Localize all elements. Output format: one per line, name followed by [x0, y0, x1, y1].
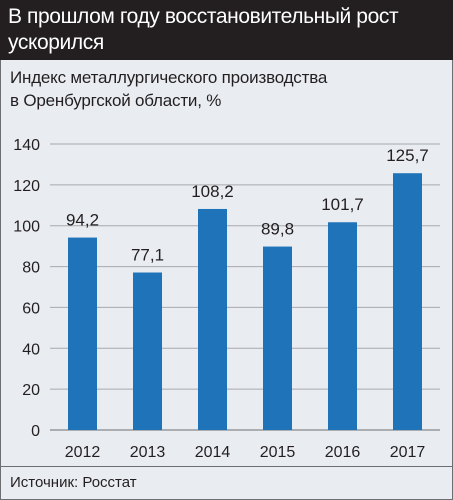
y-tick-label: 60: [22, 300, 40, 317]
bars: [68, 173, 422, 430]
bar-2015: [263, 246, 292, 430]
bar-2017: [393, 173, 422, 430]
data-label-2016: 101,7: [321, 195, 364, 214]
x-tick-label: 2012: [65, 444, 101, 461]
subtitle-line-1: Индекс металлургического производства: [10, 68, 328, 87]
y-axis-ticks: 0 20 40 60 80 100 120 140: [13, 137, 40, 440]
bar-2016: [328, 222, 357, 430]
data-labels: 94,2 77,1 108,2 89,8 101,7 125,7: [66, 146, 429, 264]
x-tick-label: 2014: [195, 444, 231, 461]
y-tick-label: 20: [22, 382, 40, 399]
y-tick-label: 100: [13, 219, 40, 236]
x-tick-label: 2013: [130, 444, 166, 461]
y-tick-label: 40: [22, 341, 40, 358]
source-divider: [0, 466, 453, 467]
data-label-2014: 108,2: [191, 182, 234, 201]
x-tick-label: 2017: [390, 444, 426, 461]
y-tick-label: 120: [13, 178, 40, 195]
bar-2012: [68, 237, 97, 430]
bar-2014: [198, 208, 227, 430]
x-axis-labels: 2012 2013 2014 2015 2016 2017: [65, 444, 426, 461]
x-tick-label: 2015: [260, 444, 296, 461]
y-tick-label: 0: [31, 423, 40, 440]
gridlines: [50, 143, 440, 431]
data-label-2017: 125,7: [386, 146, 429, 165]
data-label-2015: 89,8: [261, 220, 294, 239]
header-bar: В прошлом году восстановительный рост ус…: [0, 0, 453, 60]
bar-2013: [133, 272, 162, 430]
subtitle-line-2: в Оренбургской области, %: [10, 91, 222, 110]
chart-headline: В прошлом году восстановительный рост ус…: [8, 5, 399, 54]
source-note: Источник: Росстат: [10, 474, 137, 491]
chart-subtitle: Индекс металлургического производства в …: [10, 66, 440, 112]
data-label-2012: 94,2: [66, 211, 99, 230]
bar-chart: 0 20 40 60 80 100 120 140 94,2 77,1 108,2 89,8 101,…: [13, 137, 440, 461]
x-tick-label: 2016: [325, 444, 361, 461]
data-label-2013: 77,1: [131, 245, 164, 264]
y-tick-label: 80: [22, 260, 40, 277]
y-tick-label: 140: [13, 137, 40, 154]
